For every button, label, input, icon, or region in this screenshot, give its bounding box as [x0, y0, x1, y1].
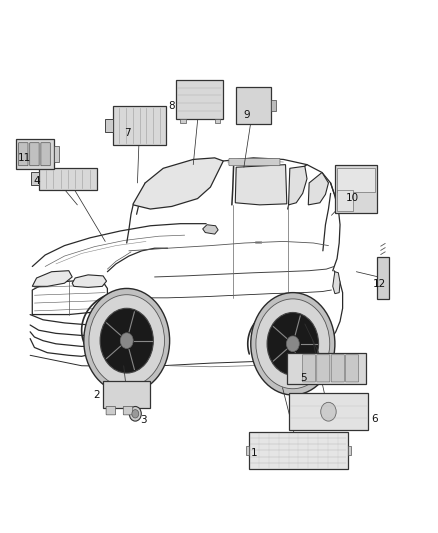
FancyBboxPatch shape — [377, 257, 389, 299]
Circle shape — [256, 299, 330, 389]
Text: 7: 7 — [124, 128, 131, 138]
FancyBboxPatch shape — [337, 167, 375, 191]
Text: 3: 3 — [141, 415, 147, 425]
Circle shape — [251, 293, 335, 395]
Polygon shape — [235, 165, 287, 205]
Polygon shape — [72, 275, 106, 287]
Text: 5: 5 — [300, 373, 306, 383]
Circle shape — [89, 295, 165, 386]
FancyBboxPatch shape — [54, 147, 59, 162]
Text: 1: 1 — [251, 448, 258, 458]
FancyBboxPatch shape — [336, 165, 378, 213]
FancyBboxPatch shape — [123, 407, 133, 415]
Circle shape — [84, 288, 170, 393]
FancyBboxPatch shape — [271, 100, 276, 111]
FancyBboxPatch shape — [348, 446, 351, 455]
FancyBboxPatch shape — [337, 190, 353, 211]
Polygon shape — [333, 272, 340, 294]
FancyBboxPatch shape — [289, 393, 368, 430]
FancyBboxPatch shape — [302, 355, 315, 382]
FancyBboxPatch shape — [246, 446, 249, 455]
FancyBboxPatch shape — [249, 432, 348, 469]
Circle shape — [321, 402, 336, 421]
FancyBboxPatch shape — [346, 355, 359, 382]
Polygon shape — [308, 173, 328, 205]
FancyBboxPatch shape — [176, 80, 223, 119]
FancyBboxPatch shape — [16, 139, 54, 169]
FancyBboxPatch shape — [41, 143, 50, 166]
Circle shape — [267, 312, 318, 375]
Circle shape — [132, 410, 139, 418]
Circle shape — [100, 308, 153, 373]
FancyBboxPatch shape — [286, 353, 366, 384]
FancyBboxPatch shape — [105, 119, 113, 132]
FancyBboxPatch shape — [106, 407, 116, 415]
FancyBboxPatch shape — [317, 355, 330, 382]
Circle shape — [129, 407, 141, 421]
FancyBboxPatch shape — [229, 158, 280, 166]
Text: 2: 2 — [93, 390, 99, 400]
Text: 12: 12 — [373, 279, 386, 289]
Text: 4: 4 — [34, 176, 40, 187]
FancyBboxPatch shape — [103, 381, 150, 408]
FancyBboxPatch shape — [31, 173, 39, 185]
FancyBboxPatch shape — [215, 119, 220, 123]
Polygon shape — [289, 166, 307, 205]
Circle shape — [120, 333, 133, 349]
FancyBboxPatch shape — [236, 87, 271, 124]
FancyBboxPatch shape — [39, 168, 97, 190]
FancyBboxPatch shape — [331, 355, 344, 382]
FancyBboxPatch shape — [18, 143, 28, 166]
FancyBboxPatch shape — [180, 119, 186, 123]
FancyBboxPatch shape — [113, 106, 166, 145]
Text: 9: 9 — [244, 110, 250, 120]
Text: 8: 8 — [168, 101, 175, 111]
Circle shape — [286, 336, 299, 352]
Text: 6: 6 — [371, 414, 378, 424]
Polygon shape — [32, 271, 72, 286]
Polygon shape — [203, 225, 218, 234]
Polygon shape — [133, 158, 223, 209]
Text: 11: 11 — [18, 153, 32, 163]
FancyBboxPatch shape — [30, 143, 39, 166]
Text: 10: 10 — [346, 192, 359, 203]
